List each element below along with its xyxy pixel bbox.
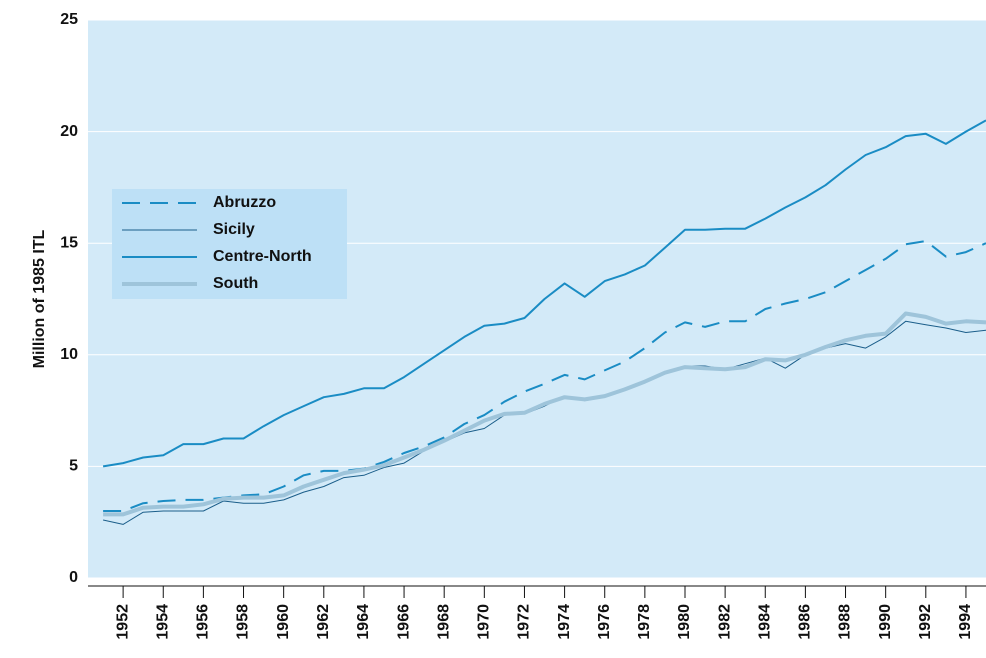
x-tick-label: 1988	[837, 604, 854, 640]
x-tick-label: 1956	[195, 604, 212, 640]
legend-label: Centre-North	[213, 248, 312, 265]
legend-label: Sicily	[213, 221, 255, 238]
x-tick-label: 1972	[516, 604, 533, 640]
y-tick-label: 15	[60, 234, 78, 251]
series-line	[102, 119, 986, 468]
x-tick-label: 1992	[917, 604, 934, 640]
x-tick-label: 1994	[957, 604, 974, 640]
x-tick-label: 1978	[636, 604, 653, 640]
x-tick-label: 1968	[435, 604, 452, 640]
x-tick-label: 1970	[476, 604, 493, 640]
x-tick-label: 1986	[797, 604, 814, 640]
x-tick-label: 1982	[716, 604, 733, 640]
x-tick-label: 1984	[756, 604, 773, 640]
y-tick-label: 10	[60, 346, 78, 363]
y-tick-label: 25	[60, 11, 78, 28]
x-tick-label: 1974	[556, 604, 573, 640]
series-line	[103, 240, 986, 512]
y-axis-label: Million of 1985 ITL	[31, 229, 48, 368]
x-tick-label: 1976	[596, 604, 613, 640]
x-tick-label: 1980	[676, 604, 693, 640]
x-tick-label: 1954	[154, 604, 171, 640]
series-line	[103, 311, 986, 517]
x-tick-label: 1952	[114, 604, 131, 640]
legend-box	[112, 189, 347, 299]
y-tick-label: 5	[69, 458, 78, 475]
y-tick-label: 0	[69, 569, 78, 586]
legend-label: South	[213, 275, 258, 292]
x-tick-label: 1958	[235, 604, 252, 640]
y-tick-label: 20	[60, 123, 78, 140]
x-tick-label: 1962	[315, 604, 332, 640]
x-tick-label: 1960	[275, 604, 292, 640]
legend-label: Abruzzo	[213, 194, 276, 211]
x-tick-label: 1964	[355, 604, 372, 640]
x-tick-label: 1966	[395, 604, 412, 640]
series-line	[102, 320, 986, 525]
x-tick-label: 1990	[877, 604, 894, 640]
